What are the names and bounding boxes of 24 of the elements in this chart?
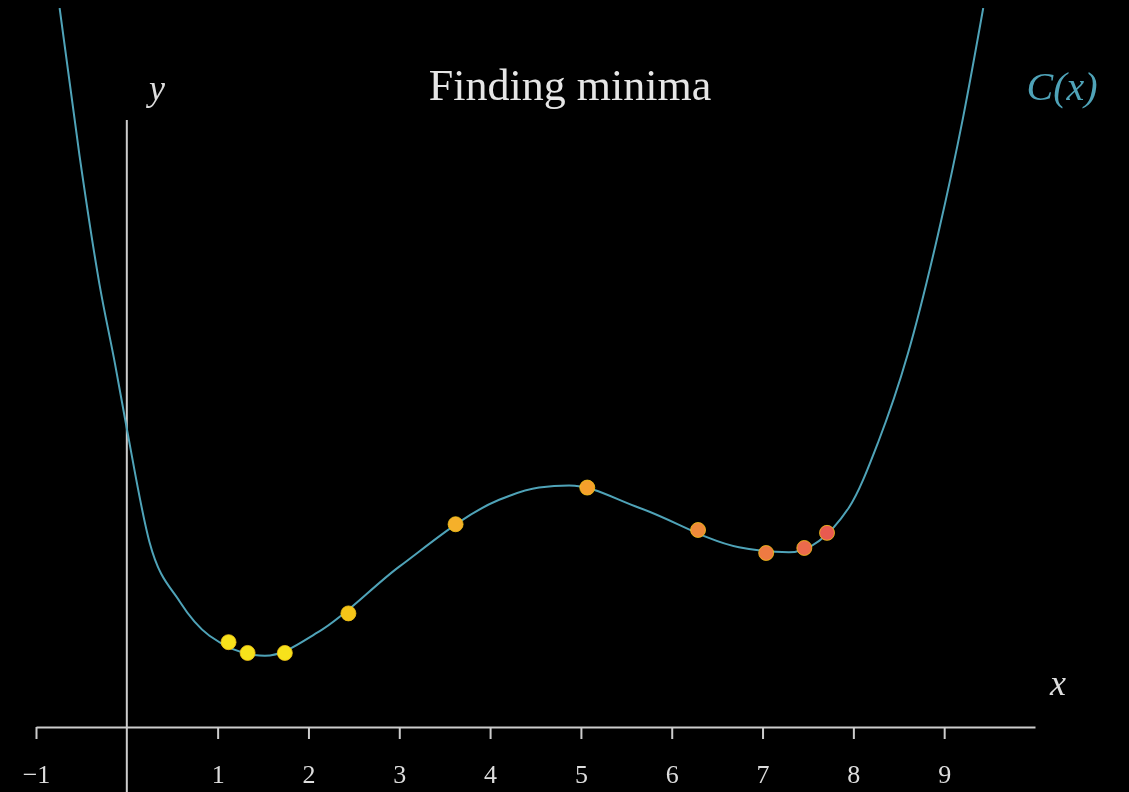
x-tick-label: 9 (938, 760, 952, 790)
point (447, 516, 464, 533)
point (579, 479, 596, 496)
x-tick-label: −1 (22, 760, 51, 790)
x-tick-label: 3 (393, 760, 407, 790)
x-tick-label: 2 (302, 760, 316, 790)
x-axis-title: x (1049, 663, 1067, 703)
x-tick-label: 1 (211, 760, 225, 790)
x-tick-label: 7 (756, 760, 770, 790)
point (239, 645, 256, 661)
point (819, 524, 835, 541)
x-tick-label: 6 (665, 760, 679, 790)
x-tick-label: 8 (847, 760, 861, 790)
point (758, 545, 775, 561)
point (796, 540, 813, 556)
point (690, 522, 706, 538)
text: Finding minima (428, 61, 712, 110)
series-label: C(x) (1026, 64, 1098, 109)
y-axis-title: y (146, 68, 166, 108)
point (340, 605, 357, 622)
x-tick-label: 5 (574, 760, 588, 790)
x-tick-label: 4 (484, 760, 498, 790)
point (220, 634, 237, 651)
point (276, 645, 293, 661)
